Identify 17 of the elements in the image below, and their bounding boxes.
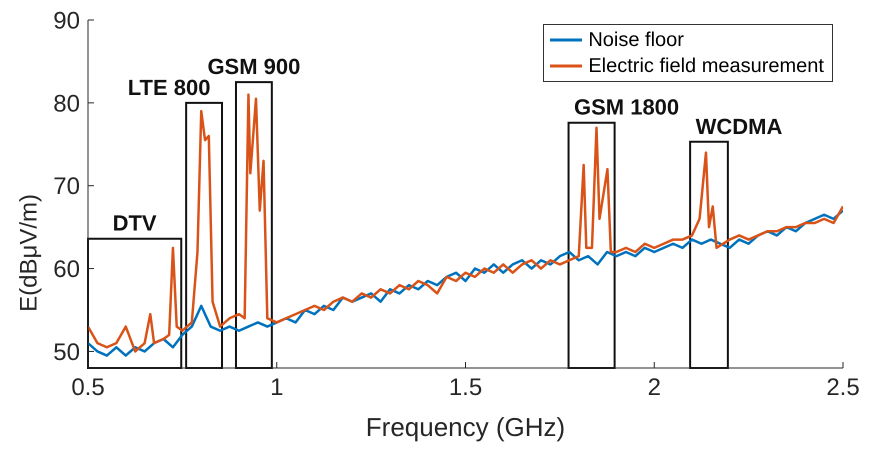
- x-tick-label: 2.5: [826, 374, 860, 402]
- annotation: WCDMA: [696, 114, 782, 139]
- y-tick-label: 70: [53, 173, 80, 200]
- x-tick-label: 2: [648, 374, 661, 402]
- x-tick-label: 1: [270, 374, 284, 402]
- legend-label: Noise floor: [588, 28, 684, 53]
- y-tick-label: 50: [53, 338, 80, 366]
- x-tick-label: 1.5: [448, 374, 482, 402]
- x-axis-title: Frequency (GHz): [366, 412, 566, 442]
- y-tick-label: 90: [53, 8, 80, 35]
- y-tick-label: 80: [53, 90, 80, 118]
- y-tick-label: 60: [53, 256, 80, 284]
- x-tick-label: 0.5: [71, 374, 105, 402]
- annotation: GSM 1800: [574, 94, 680, 120]
- y-axis-title: E(dBμV/m): [16, 194, 43, 312]
- annotation: DTV: [112, 210, 157, 236]
- legend-label: Electric field measurement: [588, 54, 824, 79]
